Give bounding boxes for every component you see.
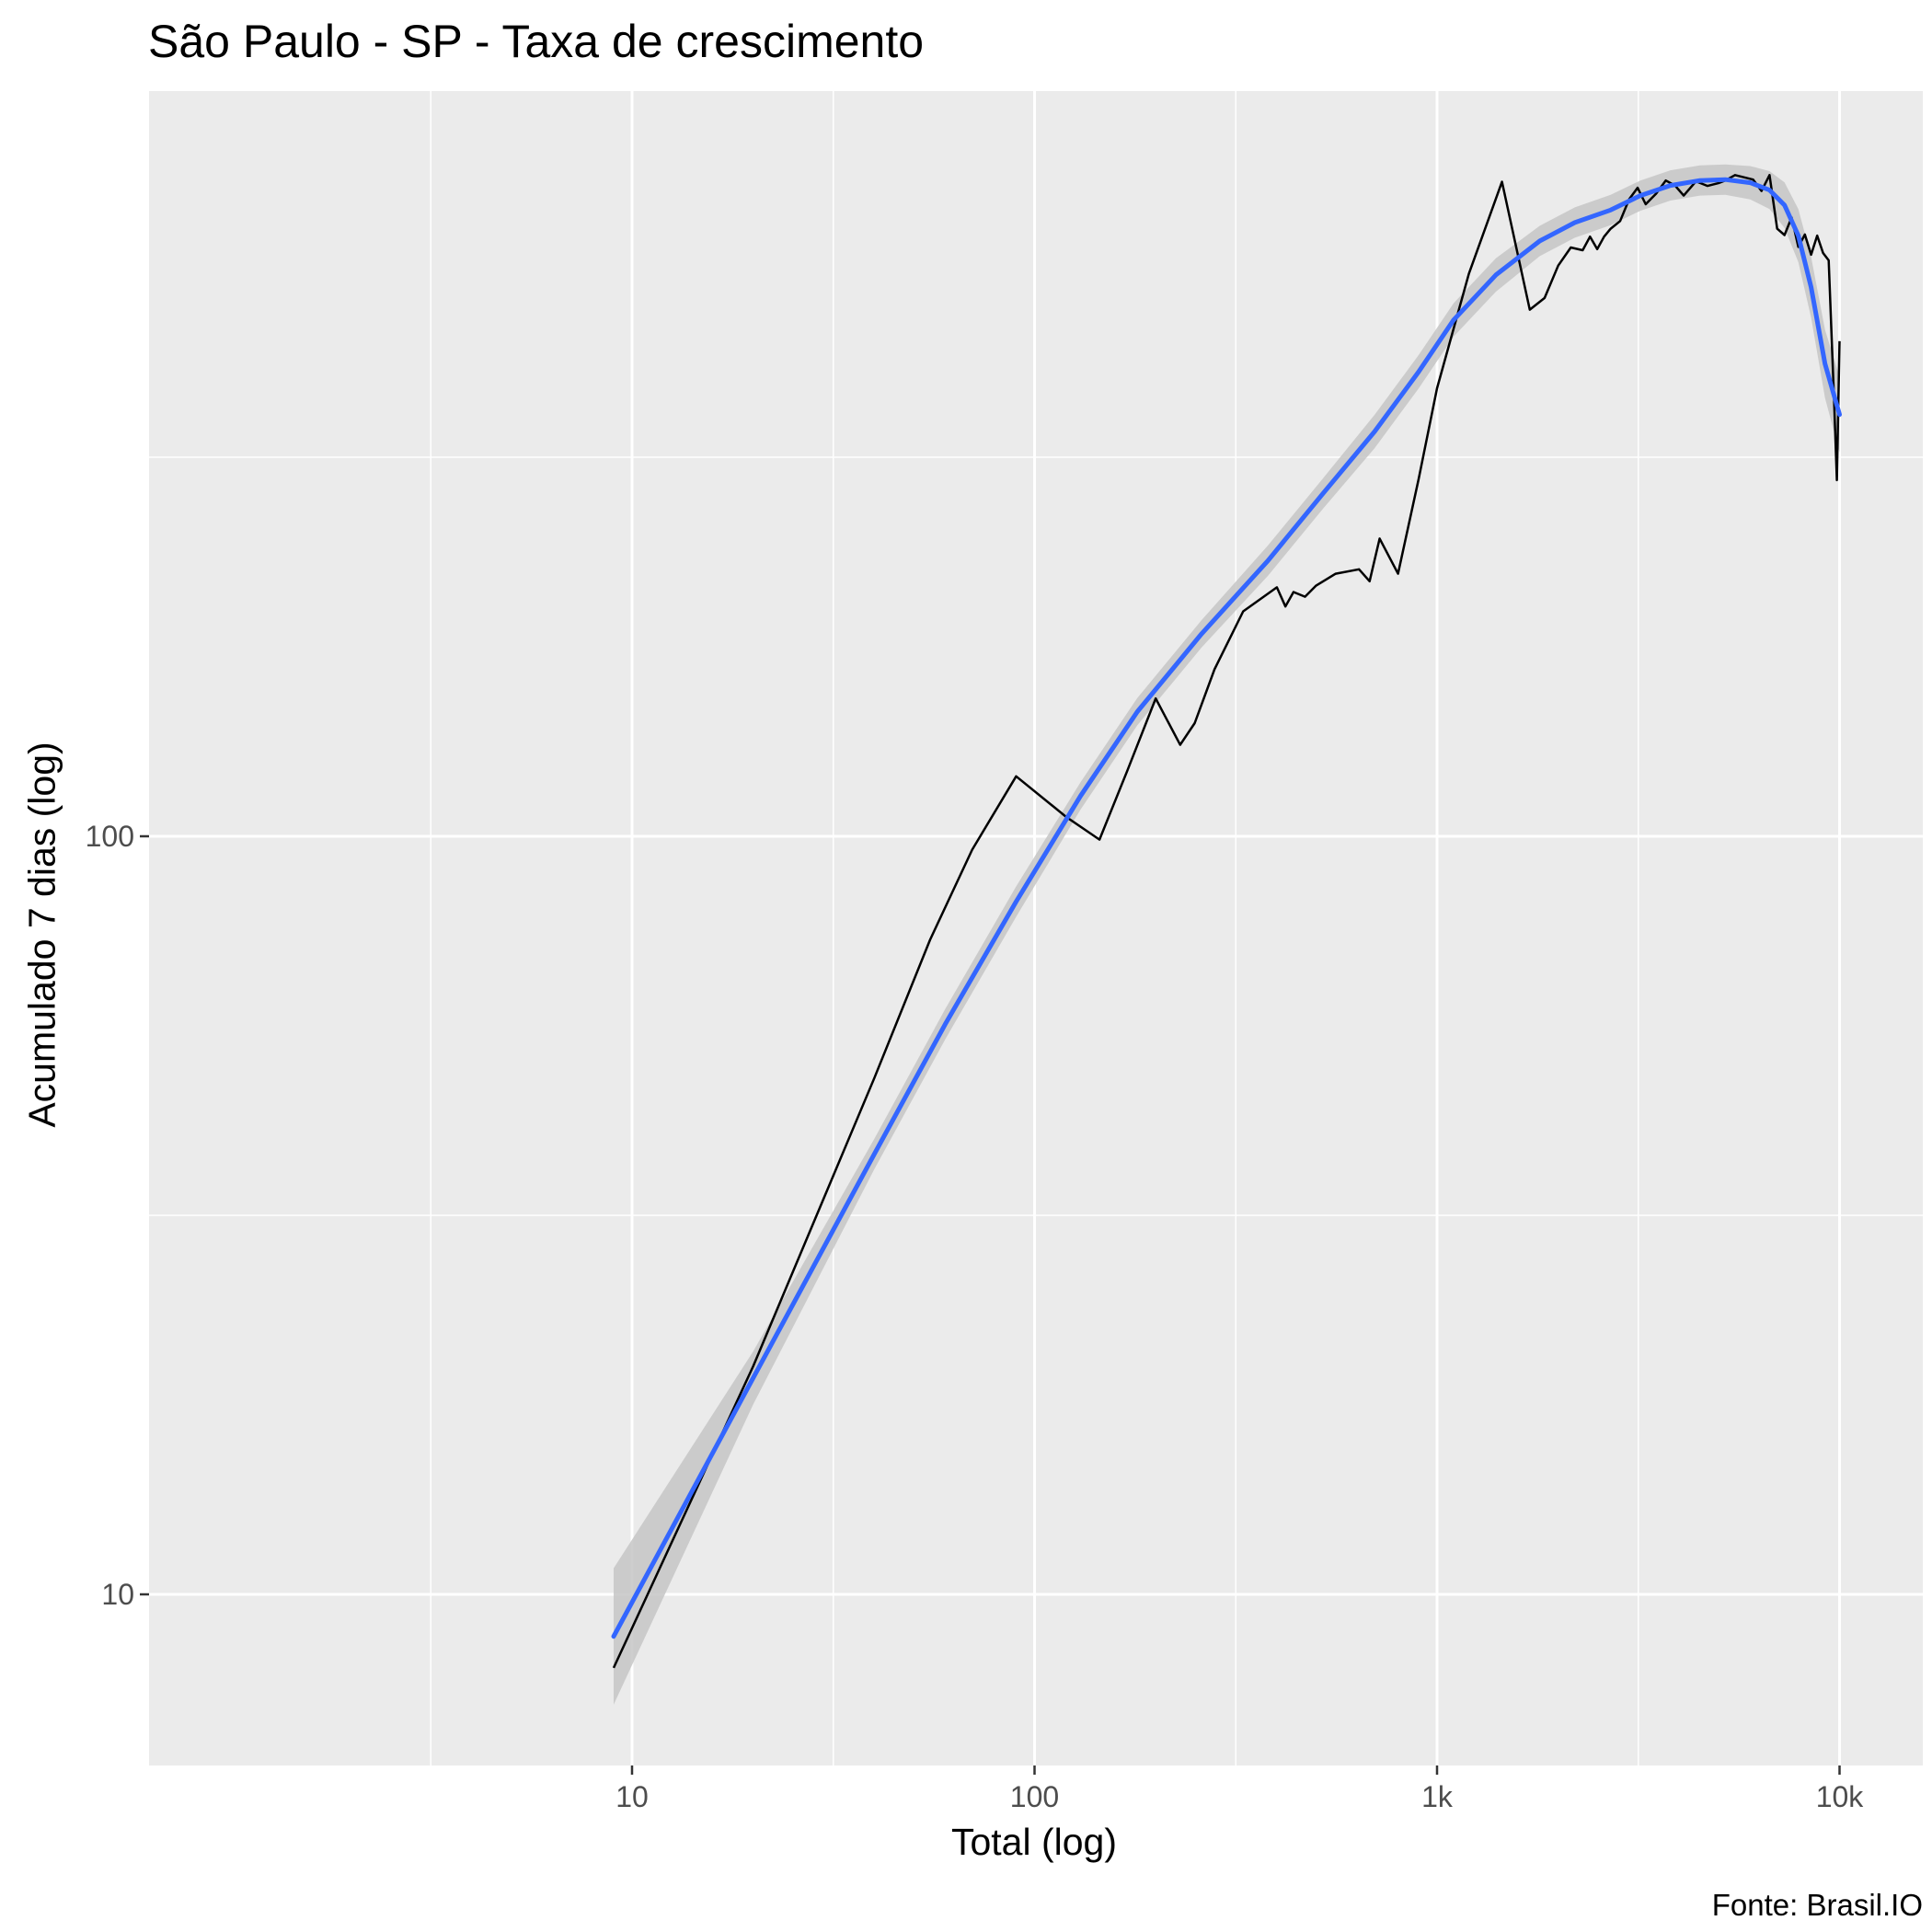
y-tick-label: 100 [86,820,134,853]
smooth-line-layer [611,177,1842,1639]
chart-title: São Paulo - SP - Taxa de crescimento [148,16,925,67]
y-axis: 10 100 [86,820,149,1611]
series-line-raw [612,174,1841,1669]
x-axis-label: Total (log) [950,1821,1118,1863]
x-axis: 10 100 1k 10k [615,1765,1864,1813]
source-caption: Fonte: Brasil.IO [1711,1888,1923,1922]
x-tick-label: 10k [1816,1780,1865,1813]
raw-line-layer [612,174,1841,1669]
x-tick-label: 1k [1421,1780,1454,1813]
x-tick-label: 100 [1010,1780,1059,1813]
y-tick-label: 10 [101,1578,134,1611]
major-grid [149,91,1923,1765]
series-line-smooth [611,177,1842,1639]
x-tick-label: 10 [615,1780,649,1813]
y-axis-label: Acumulado 7 dias (log) [20,742,63,1128]
